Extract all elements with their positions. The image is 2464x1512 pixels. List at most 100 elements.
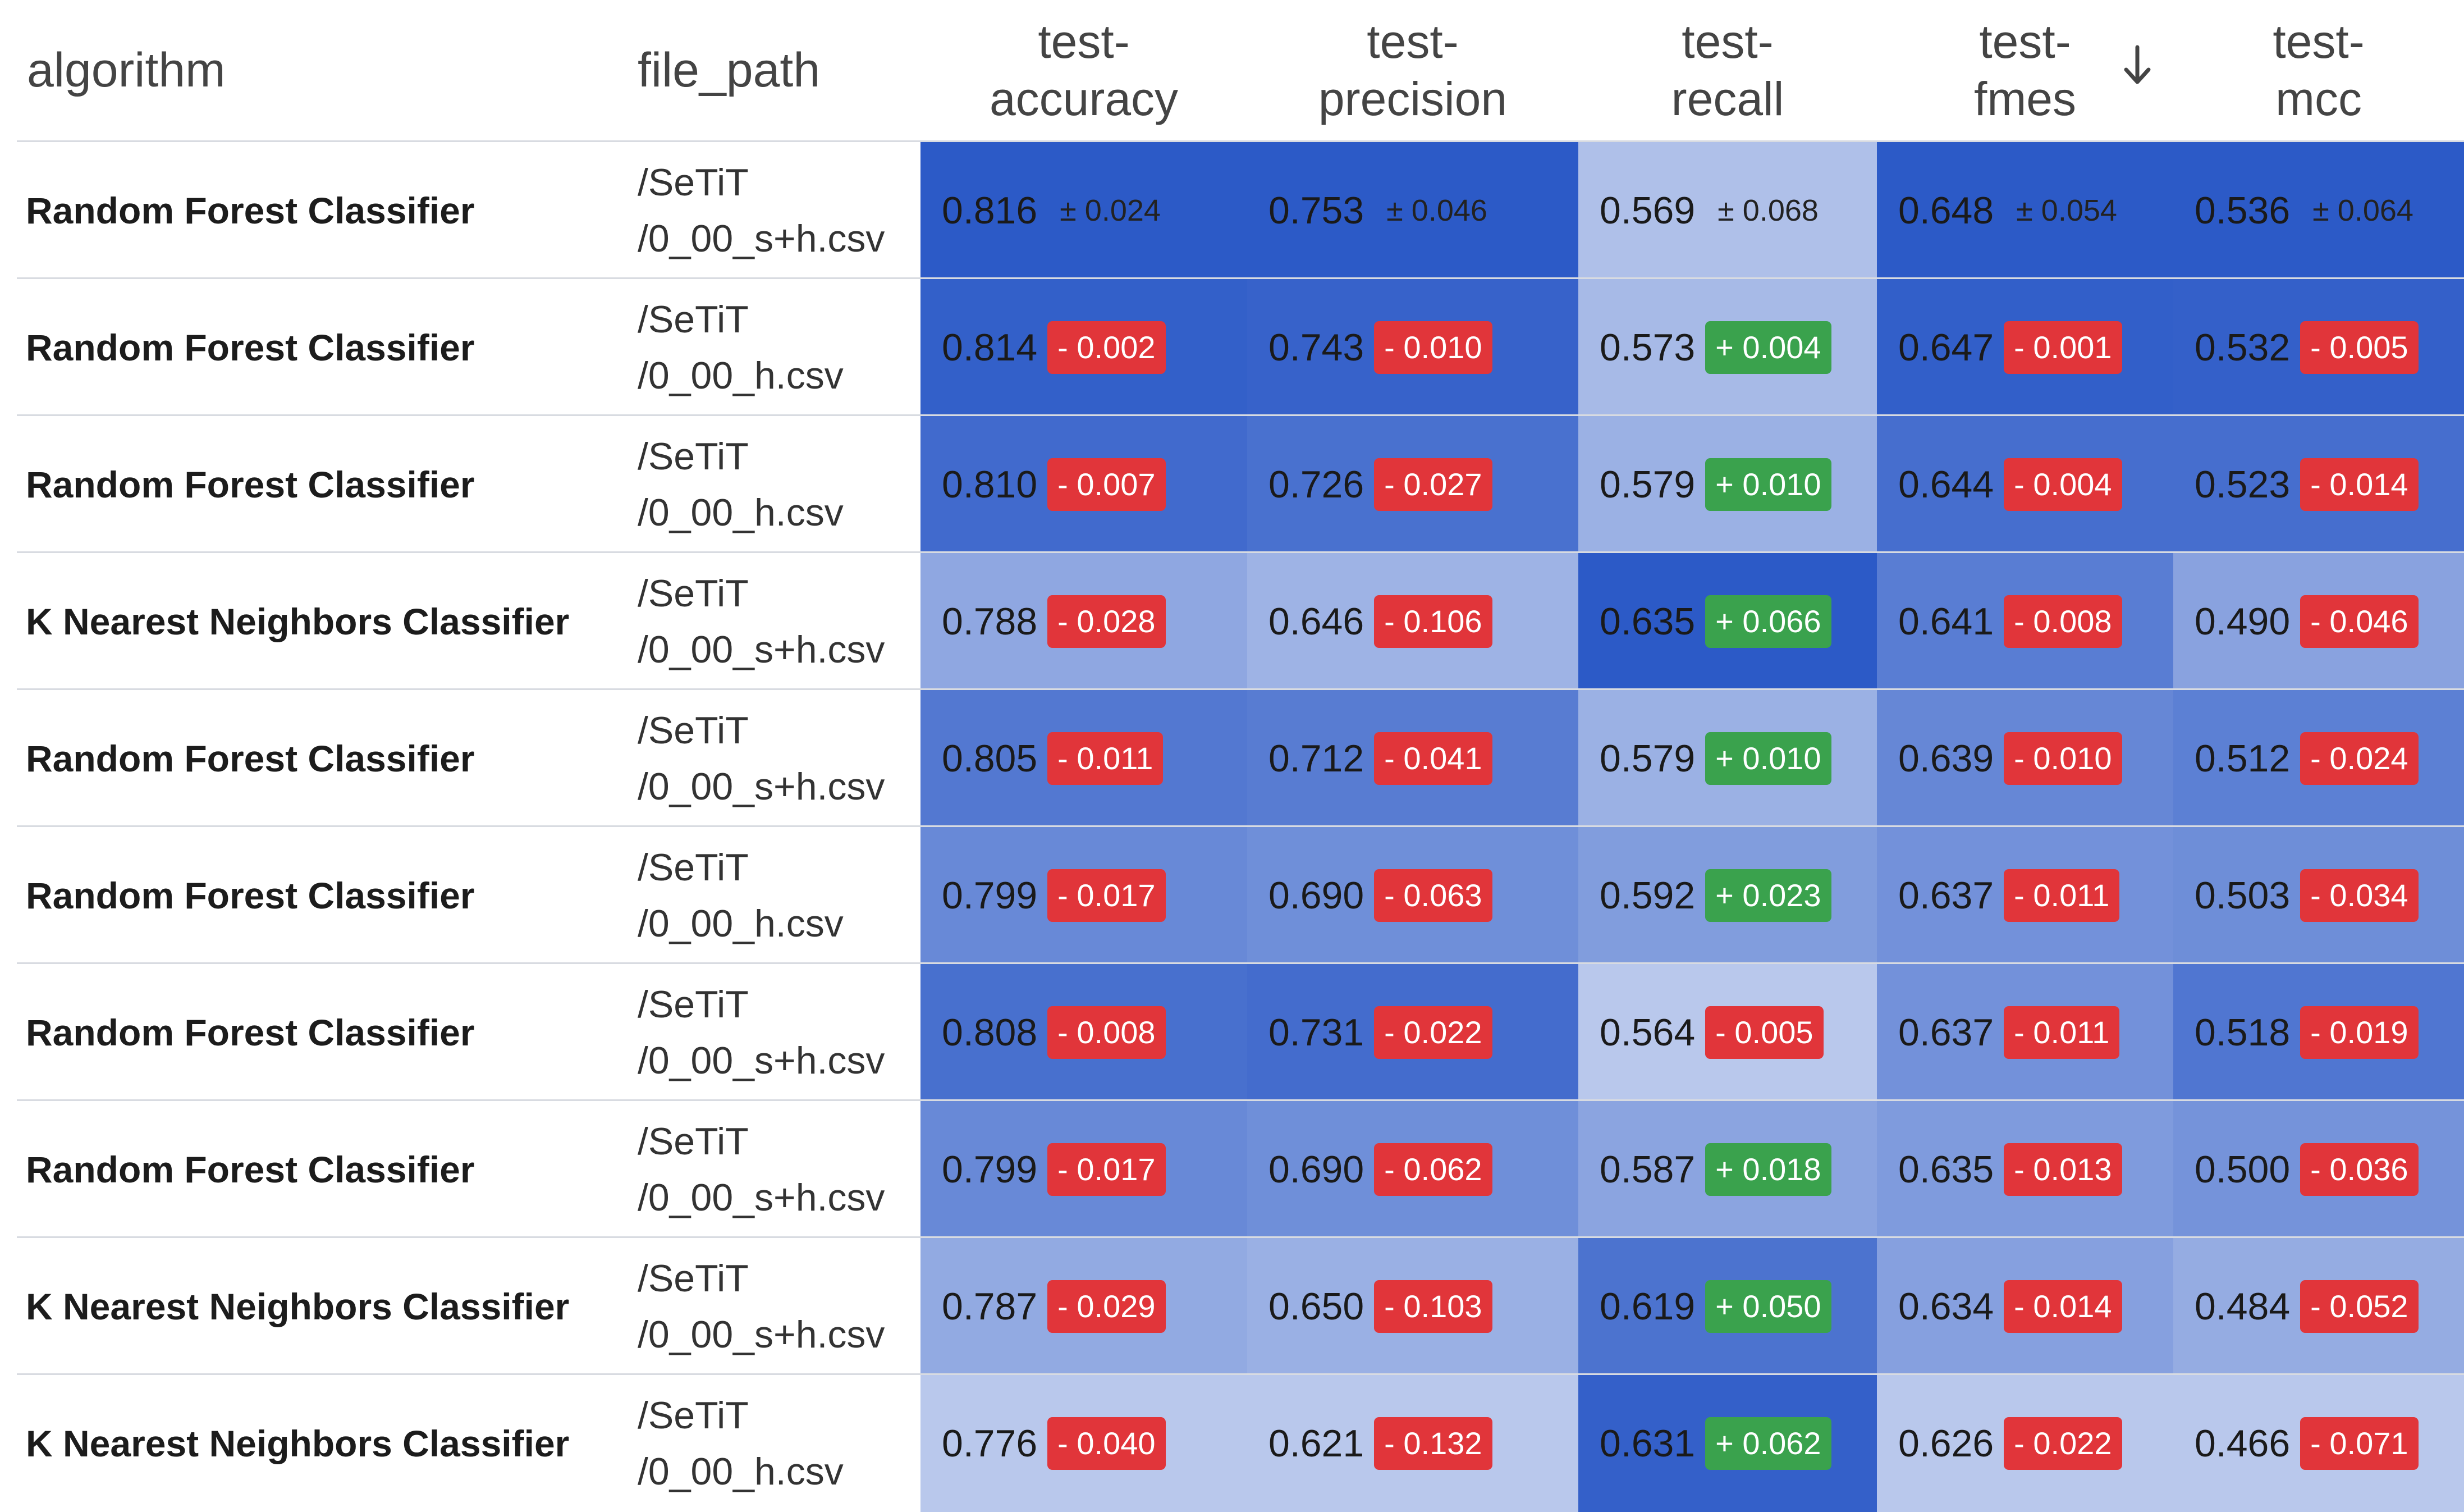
metric-cell[interactable]: 0.637- 0.011 bbox=[1877, 964, 2173, 1101]
metric-value: 0.799 bbox=[942, 1148, 1038, 1191]
metric-cell[interactable]: 0.635- 0.013 bbox=[1877, 1101, 2173, 1238]
metric-cell[interactable]: 0.573 + 0.004 bbox=[1578, 279, 1877, 416]
delta-badge: - 0.008 bbox=[2004, 595, 2122, 648]
metric-value: 0.810 bbox=[942, 463, 1038, 506]
metric-value: 0.647 bbox=[1898, 326, 1994, 369]
delta-badge: - 0.046 bbox=[2300, 595, 2419, 648]
metric-cell[interactable]: 0.490- 0.046 bbox=[2173, 553, 2464, 690]
file-path-line: /0_00_h.csv bbox=[638, 1450, 844, 1493]
metric-cell[interactable]: 0.484- 0.052 bbox=[2173, 1238, 2464, 1375]
metric-cell[interactable]: 0.647- 0.001 bbox=[1877, 279, 2173, 416]
delta-badge: + 0.018 bbox=[1705, 1143, 1831, 1196]
std-deviation: ± 0.046 bbox=[1386, 194, 1487, 227]
metric-cell[interactable]: 0.500- 0.036 bbox=[2173, 1101, 2464, 1238]
table-row[interactable]: Random Forest Classifier/SeTiT/0_00_h.cs… bbox=[17, 277, 2464, 416]
delta-badge: - 0.022 bbox=[1374, 1006, 1492, 1059]
delta-badge: - 0.014 bbox=[2004, 1280, 2122, 1333]
arrow-down-icon[interactable] bbox=[2120, 39, 2154, 90]
metric-value: 0.518 bbox=[2195, 1011, 2291, 1054]
metric-cell[interactable]: 0.503- 0.034 bbox=[2173, 827, 2464, 964]
metric-cell[interactable]: 0.641- 0.008 bbox=[1877, 553, 2173, 690]
header-metric-0[interactable]: test-accuracy bbox=[920, 0, 1247, 140]
metric-cell[interactable]: 0.753 ± 0.046 bbox=[1247, 142, 1578, 279]
header-algorithm[interactable]: algorithm bbox=[27, 43, 226, 97]
metric-cell[interactable]: 0.518- 0.019 bbox=[2173, 964, 2464, 1101]
header-metric-3[interactable]: test-fmes bbox=[1877, 0, 2173, 140]
metric-cell[interactable]: 0.816 ± 0.024 bbox=[920, 142, 1247, 279]
metric-cell[interactable]: 0.726- 0.027 bbox=[1247, 416, 1578, 553]
header-metric-label: test-fmes bbox=[1974, 13, 2076, 127]
table-row[interactable]: K Nearest Neighbors Classifier/SeTiT/0_0… bbox=[17, 551, 2464, 690]
metric-cell[interactable]: 0.532- 0.005 bbox=[2173, 279, 2464, 416]
metric-cell[interactable]: 0.788- 0.028 bbox=[920, 553, 1247, 690]
table-row[interactable]: Random Forest Classifier/SeTiT/0_00_h.cs… bbox=[17, 825, 2464, 964]
metric-value: 0.650 bbox=[1268, 1285, 1364, 1328]
metric-value: 0.637 bbox=[1898, 1011, 1994, 1054]
metric-cell[interactable]: 0.712- 0.041 bbox=[1247, 690, 1578, 827]
metric-cell[interactable]: 0.644- 0.004 bbox=[1877, 416, 2173, 553]
metric-cell[interactable]: 0.619 + 0.050 bbox=[1578, 1238, 1877, 1375]
metric-cell[interactable]: 0.579 + 0.010 bbox=[1578, 416, 1877, 553]
file-path-cell: /SeTiT/0_00_s+h.csv bbox=[638, 142, 918, 279]
header-metric-4[interactable]: test-mcc bbox=[2173, 0, 2464, 140]
metric-cell[interactable]: 0.587 + 0.018 bbox=[1578, 1101, 1877, 1238]
metric-value: 0.646 bbox=[1268, 600, 1364, 643]
metric-cell[interactable]: 0.805- 0.011 bbox=[920, 690, 1247, 827]
metric-cell[interactable]: 0.810- 0.007 bbox=[920, 416, 1247, 553]
metric-cell[interactable]: 0.650- 0.103 bbox=[1247, 1238, 1578, 1375]
delta-badge: - 0.002 bbox=[1047, 321, 1166, 374]
file-path-cell: /SeTiT/0_00_s+h.csv bbox=[638, 964, 918, 1101]
delta-badge: + 0.010 bbox=[1705, 732, 1831, 785]
table-row[interactable]: Random Forest Classifier/SeTiT/0_00_s+h.… bbox=[17, 1099, 2464, 1238]
metric-cell[interactable]: 0.592 + 0.023 bbox=[1578, 827, 1877, 964]
metric-cell[interactable]: 0.799- 0.017 bbox=[920, 827, 1247, 964]
metric-cell[interactable]: 0.512- 0.024 bbox=[2173, 690, 2464, 827]
header-metric-1[interactable]: test-precision bbox=[1247, 0, 1578, 140]
metric-cell[interactable]: 0.523- 0.014 bbox=[2173, 416, 2464, 553]
metric-cell[interactable]: 0.787- 0.029 bbox=[920, 1238, 1247, 1375]
metric-cell[interactable]: 0.690- 0.062 bbox=[1247, 1101, 1578, 1238]
metric-cell[interactable]: 0.536 ± 0.064 bbox=[2173, 142, 2464, 279]
metric-cell[interactable]: 0.621- 0.132 bbox=[1247, 1375, 1578, 1512]
metric-cell[interactable]: 0.690- 0.063 bbox=[1247, 827, 1578, 964]
table-row[interactable]: K Nearest Neighbors Classifier/SeTiT/0_0… bbox=[17, 1236, 2464, 1375]
metric-cell[interactable]: 0.814- 0.002 bbox=[920, 279, 1247, 416]
metric-value: 0.635 bbox=[1898, 1148, 1994, 1191]
table-row[interactable]: Random Forest Classifier/SeTiT/0_00_s+h.… bbox=[17, 962, 2464, 1101]
metric-cell[interactable]: 0.808- 0.008 bbox=[920, 964, 1247, 1101]
table-row[interactable]: Random Forest Classifier/SeTiT/0_00_s+h.… bbox=[17, 688, 2464, 827]
metric-cell[interactable]: 0.743- 0.010 bbox=[1247, 279, 1578, 416]
metric-cell[interactable]: 0.466- 0.071 bbox=[2173, 1375, 2464, 1512]
metric-value: 0.648 bbox=[1898, 189, 1994, 232]
header-metric-2[interactable]: test-recall bbox=[1578, 0, 1877, 140]
metric-cell[interactable]: 0.776- 0.040 bbox=[920, 1375, 1247, 1512]
table-row[interactable]: Random Forest Classifier/SeTiT/0_00_h.cs… bbox=[17, 414, 2464, 553]
metric-value: 0.644 bbox=[1898, 463, 1994, 506]
metric-cell[interactable]: 0.569 ± 0.068 bbox=[1578, 142, 1877, 279]
metric-cell[interactable]: 0.631 + 0.062 bbox=[1578, 1375, 1877, 1512]
header-line-2: precision bbox=[1318, 72, 1508, 125]
algorithm-cell: K Nearest Neighbors Classifier bbox=[26, 601, 570, 642]
table-row[interactable]: Random Forest Classifier/SeTiT/0_00_s+h.… bbox=[17, 140, 2464, 279]
metric-cell[interactable]: 0.731- 0.022 bbox=[1247, 964, 1578, 1101]
metric-cell[interactable]: 0.648 ± 0.054 bbox=[1877, 142, 2173, 279]
metric-value: 0.816 bbox=[942, 189, 1038, 232]
metric-cell[interactable]: 0.634- 0.014 bbox=[1877, 1238, 2173, 1375]
delta-badge: - 0.001 bbox=[2004, 321, 2122, 374]
metric-value: 0.639 bbox=[1898, 737, 1994, 780]
metric-value: 0.579 bbox=[1600, 463, 1696, 506]
file-path-line: /SeTiT bbox=[638, 1257, 749, 1300]
delta-badge: - 0.029 bbox=[1047, 1280, 1166, 1333]
metric-cell[interactable]: 0.579 + 0.010 bbox=[1578, 690, 1877, 827]
metric-cell[interactable]: 0.646- 0.106 bbox=[1247, 553, 1578, 690]
metric-cell[interactable]: 0.637- 0.011 bbox=[1877, 827, 2173, 964]
metric-cell[interactable]: 0.626- 0.022 bbox=[1877, 1375, 2173, 1512]
table-row[interactable]: K Nearest Neighbors Classifier/SeTiT/0_0… bbox=[17, 1373, 2464, 1512]
header-file-path[interactable]: file_path bbox=[638, 43, 821, 97]
file-path-line: /SeTiT bbox=[638, 709, 749, 752]
metric-cell[interactable]: 0.564- 0.005 bbox=[1578, 964, 1877, 1101]
metric-cell[interactable]: 0.635 + 0.066 bbox=[1578, 553, 1877, 690]
metric-cell[interactable]: 0.799- 0.017 bbox=[920, 1101, 1247, 1238]
metric-cell[interactable]: 0.639- 0.010 bbox=[1877, 690, 2173, 827]
